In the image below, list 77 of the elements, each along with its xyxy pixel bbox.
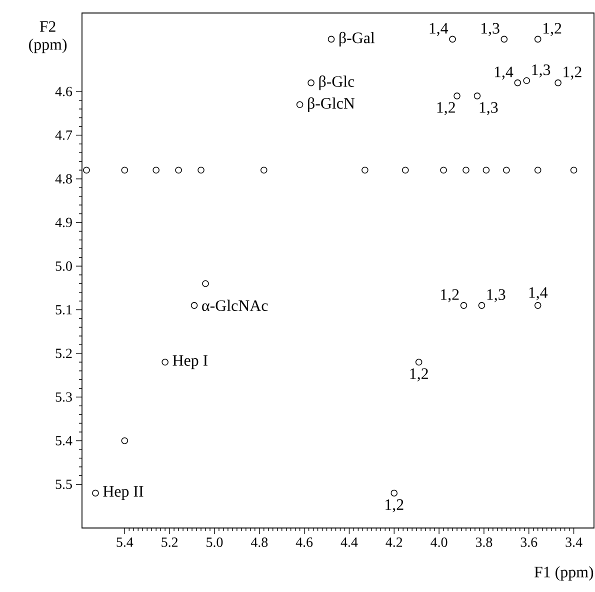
annotation: β-Gal <box>339 32 375 46</box>
point <box>308 79 314 86</box>
x-tick-label: 4.8 <box>250 538 268 548</box>
point <box>415 358 422 366</box>
x-tick-label: 5.0 <box>206 538 223 548</box>
y-axis-title: F2 (ppm) <box>29 21 67 54</box>
x-tick-label: 3.8 <box>476 538 492 548</box>
point <box>462 166 470 174</box>
point <box>534 302 542 309</box>
annotation: 1,2 <box>437 102 455 116</box>
x-tick-label: 5.2 <box>162 538 178 547</box>
x-tick-label: 4.0 <box>430 538 448 548</box>
point <box>121 166 128 174</box>
point <box>500 36 508 43</box>
y-tick-label: 5.2 <box>56 348 72 358</box>
annotation: 1,2 <box>441 289 459 302</box>
point <box>503 166 510 174</box>
x-tick-label: 3.6 <box>520 538 538 547</box>
point <box>198 166 204 174</box>
annotation: 1,3 <box>532 64 550 78</box>
annotation: Hep I <box>172 355 208 370</box>
annotation: 1,2 <box>543 22 562 36</box>
point <box>162 358 168 366</box>
annotation: 1,4 <box>430 23 448 36</box>
point <box>534 166 542 174</box>
point <box>390 490 398 496</box>
annotation: 1,2 <box>564 66 582 80</box>
point <box>454 92 460 100</box>
point <box>175 166 182 174</box>
annotation: α-GlcNAc <box>202 300 268 312</box>
annotation: 1,3 <box>480 102 498 116</box>
annotation: 1,4 <box>494 66 514 80</box>
annotation: 1,4 <box>529 287 548 300</box>
annotation: β-GlcN <box>308 97 355 112</box>
point <box>460 302 468 309</box>
annotation: 1,2 <box>410 368 428 382</box>
point <box>260 166 268 174</box>
point <box>83 166 90 174</box>
point <box>440 166 447 174</box>
annotation: Hep II <box>103 486 144 500</box>
y-tick-label: 4.8 <box>55 174 72 184</box>
y-tick-label: 5.1 <box>56 305 72 314</box>
point <box>482 166 490 174</box>
y-tick-label: 5.0 <box>56 261 72 271</box>
point <box>474 92 481 100</box>
point <box>328 36 335 43</box>
point <box>402 166 409 174</box>
annotation: 1,3 <box>487 289 506 302</box>
point <box>152 166 160 174</box>
y-tick-label: 4.7 <box>55 130 72 140</box>
x-tick-label: 4.2 <box>386 538 402 547</box>
point <box>121 437 128 444</box>
point <box>534 36 542 43</box>
point <box>449 36 456 43</box>
point <box>514 79 522 86</box>
point <box>570 166 578 174</box>
annotation: 1,3 <box>481 22 500 36</box>
x-axis-title: F1 (ppm) <box>534 566 594 581</box>
y-tick-label: 5.3 <box>56 392 72 402</box>
annotation: 1,2 <box>386 499 404 512</box>
y-tick-label: 5.4 <box>56 436 72 446</box>
point <box>554 79 562 86</box>
point <box>296 101 304 108</box>
x-tick-label: 3.4 <box>566 538 582 547</box>
point <box>478 302 486 309</box>
y-tick-label: 4.6 <box>55 86 72 96</box>
point <box>92 490 99 496</box>
y-tick-label: 4.9 <box>55 218 72 228</box>
y-tick-label: 5.5 <box>56 480 72 490</box>
point <box>523 77 530 84</box>
x-tick-label: 5.4 <box>116 538 134 547</box>
x-tick-label: 4.6 <box>296 538 313 547</box>
point <box>362 166 368 174</box>
x-tick-label: 4.4 <box>340 538 358 547</box>
point <box>202 280 209 287</box>
point <box>190 302 198 309</box>
annotation: β-Glc <box>319 76 354 90</box>
